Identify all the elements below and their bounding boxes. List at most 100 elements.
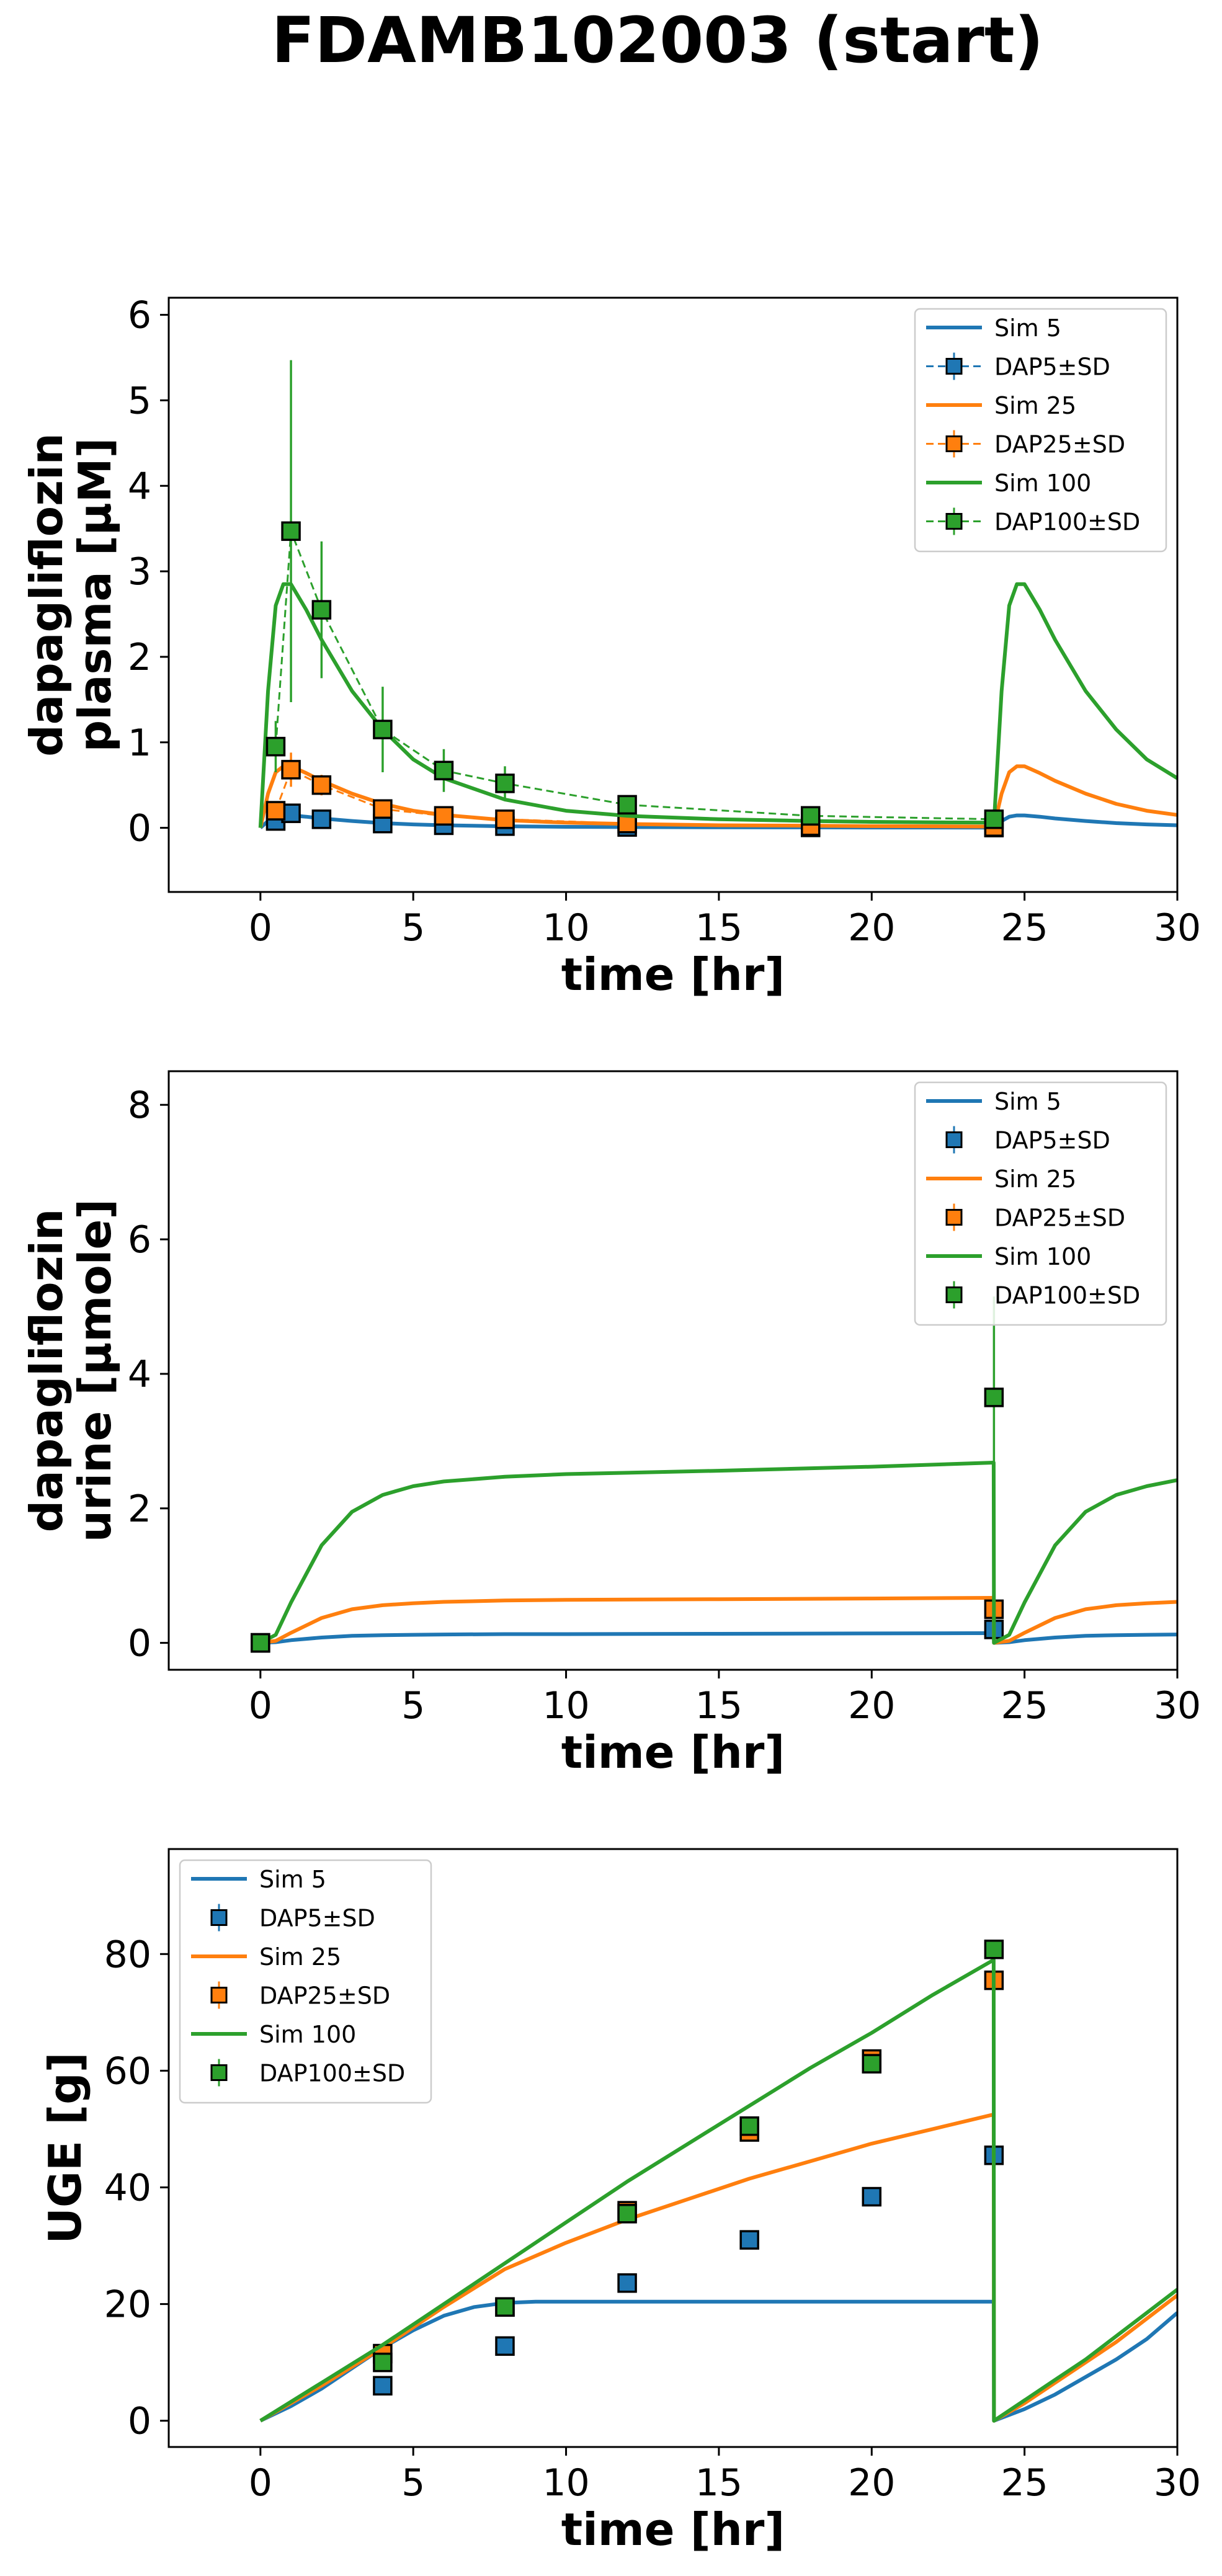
x-tick-label: 0 [249,2461,272,2505]
legend-label: DAP25±SD [994,431,1125,458]
axes-frame [167,1848,1179,2448]
data-point [984,1940,1004,1959]
data-point [984,809,1004,829]
data-point [373,799,393,819]
data-point [617,795,637,815]
x-tick-label: 15 [695,2461,743,2505]
data-connector [275,530,994,821]
data-point [495,2297,515,2317]
y-tick-label: 1 [128,721,151,765]
data-point [617,2273,637,2293]
legend-label: Sim 5 [259,1866,326,1893]
data-point [251,1633,270,1653]
x-tick-label: 25 [1001,2461,1048,2505]
y-tick-label: 0 [128,2400,151,2443]
data-point [984,1388,1004,1407]
x-axis-label: time [hr] [561,2503,785,2556]
x-axis-label: time [hr] [561,1726,785,1778]
y-tick-label: 20 [104,2283,151,2327]
plot-area [251,1296,1177,1653]
legend-box [179,1859,432,2104]
data-point [265,801,286,821]
x-tick-label: 10 [542,2461,589,2505]
axes-frame [167,1070,1179,1671]
y-tick-label: 80 [104,1933,151,1976]
legend-label: Sim 25 [259,1943,341,1971]
legend-label: Sim 5 [994,314,1061,342]
legend-label: DAP100±SD [259,2060,405,2087]
data-point [495,2336,515,2356]
x-tick-label: 5 [401,906,425,950]
data-point [281,521,301,541]
x-tick-label: 5 [401,2461,425,2505]
legend-label: DAP25±SD [994,1205,1125,1232]
legend-label: Sim 5 [994,1088,1061,1115]
legend-marker-swatch [945,1286,963,1303]
x-tick-label: 0 [249,1684,272,1727]
x-tick-label: 20 [848,2461,895,2505]
y-tick-label: 3 [128,550,151,594]
y-tick-label: 0 [128,807,151,850]
series-line-sim-100 [259,1461,1177,1645]
data-point [373,720,393,739]
uge-panel: 0 5 10 15 20 25 30 0 20 40 60 80 time [hr] UGE [g] Sim… [39,1848,1201,2556]
x-tick-label: 20 [848,906,895,950]
legend-label: Sim 100 [994,1243,1091,1270]
legend-label: DAP5±SD [259,1905,375,1932]
x-tick-label: 0 [249,906,272,950]
legend-box [914,308,1167,553]
legend-marker-swatch [945,435,963,452]
legend-marker-swatch [945,1209,963,1226]
series-line-sim-5 [260,1631,1177,1645]
x-tick-label: 15 [695,1684,743,1727]
y-axis-label-line: UGE [g] [39,2052,91,2244]
legend-label: DAP100±SD [994,1282,1140,1309]
x-tick-label: 15 [695,906,743,950]
y-tick-label: 4 [128,465,151,508]
legend-label: DAP5±SD [994,1127,1110,1154]
series-line-sim-25 [258,764,1177,829]
data-point [862,2054,882,2074]
legend-label: Sim 25 [994,392,1076,419]
legend-label: Sim 100 [259,2021,356,2048]
data-point [311,600,332,620]
figure-title: FDAMB102003 (start) [272,4,1043,78]
y-axis-label: dapagliflozinurine [µmole] [20,1199,121,1542]
y-tick-label: 2 [128,1487,151,1531]
x-tick-label: 25 [1001,1684,1048,1727]
data-point [800,806,821,826]
legend-label: DAP100±SD [994,509,1140,536]
data-point [434,806,454,826]
data-point [373,2376,393,2396]
x-tick-label: 30 [1154,906,1201,950]
legend-marker-swatch [210,1909,228,1926]
legend-marker-swatch [210,2064,228,2081]
data-point [311,775,332,795]
y-tick-label: 60 [104,2049,151,2093]
series-line-sim-5 [259,813,1177,830]
urine-panel: 0 5 10 15 20 25 30 0 2 4 6 8 time [hr] dapagliflozinu… [20,1070,1201,1778]
y-axis-label-line: dapagliflozin [20,433,73,757]
y-tick-label: 5 [128,379,151,422]
data-point [495,773,515,793]
data-point [495,809,515,829]
data-point [739,2230,759,2250]
legend-marker-swatch [210,1987,228,2003]
series-line-sim-100 [258,582,1177,828]
x-tick-label: 5 [401,1684,425,1727]
data-point [281,760,301,780]
series-line-sim-100 [259,1958,1177,2423]
series-line-sim-5 [259,2299,1177,2423]
y-axis-label-line: urine [µmole] [69,1199,121,1542]
data-point [434,760,454,781]
x-tick-label: 30 [1154,2461,1201,2505]
x-tick-label: 10 [542,1684,589,1727]
y-tick-label: 6 [128,294,151,337]
series-line-sim-25 [260,1596,1177,1645]
legend-marker-swatch [945,513,963,530]
y-tick-label: 40 [104,2166,151,2209]
series-line-sim-25 [259,2112,1177,2423]
x-axis-label: time [hr] [561,948,785,1001]
y-axis-label: dapagliflozinplasma [µM] [20,433,121,757]
